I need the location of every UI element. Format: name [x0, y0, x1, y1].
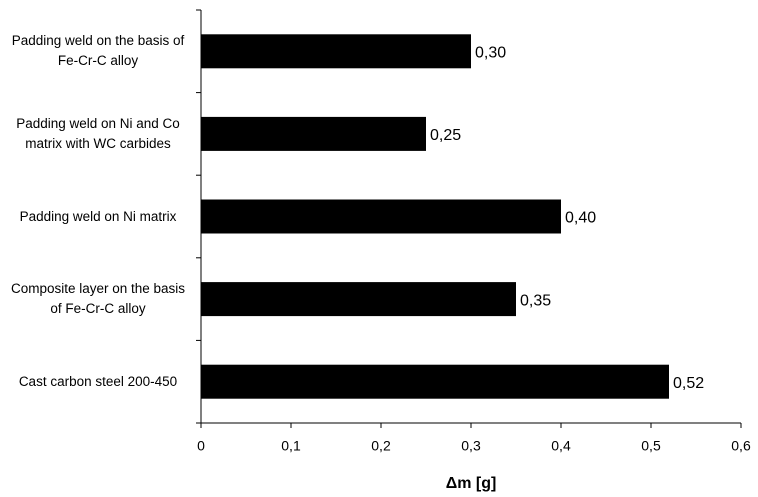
y-tick-label: Padding weld on Ni matrix [19, 208, 177, 224]
bar [201, 34, 471, 69]
bar [201, 199, 561, 234]
x-tick-label: 0,6 [731, 438, 751, 454]
y-tick-label: Padding weld on the basis of Fe-Cr-C all… [11, 33, 185, 69]
x-tick-label: 0,4 [551, 438, 571, 454]
bar [201, 364, 669, 399]
x-axis-title: Δm [g] [446, 475, 497, 492]
y-tick-label: Cast carbon steel 200-450 [18, 373, 178, 389]
value-label: 0,40 [565, 210, 596, 227]
x-tick-label: 0 [197, 438, 205, 454]
y-tick-label: Composite layer on the basis of Fe-Cr-C … [10, 281, 186, 317]
value-label: 0,35 [520, 292, 551, 309]
x-tick-label: 0,1 [281, 438, 301, 454]
bar [201, 282, 516, 317]
x-tick-label: 0,3 [461, 438, 481, 454]
value-label: 0,52 [673, 375, 704, 392]
x-tick-label: 0,5 [641, 438, 661, 454]
value-label: 0,30 [475, 45, 506, 62]
value-label: 0,25 [430, 127, 461, 144]
y-tick-label: Padding weld on Ni and Co matrix with WC… [16, 115, 180, 151]
bar [201, 116, 426, 151]
x-tick-label: 0,2 [371, 438, 391, 454]
